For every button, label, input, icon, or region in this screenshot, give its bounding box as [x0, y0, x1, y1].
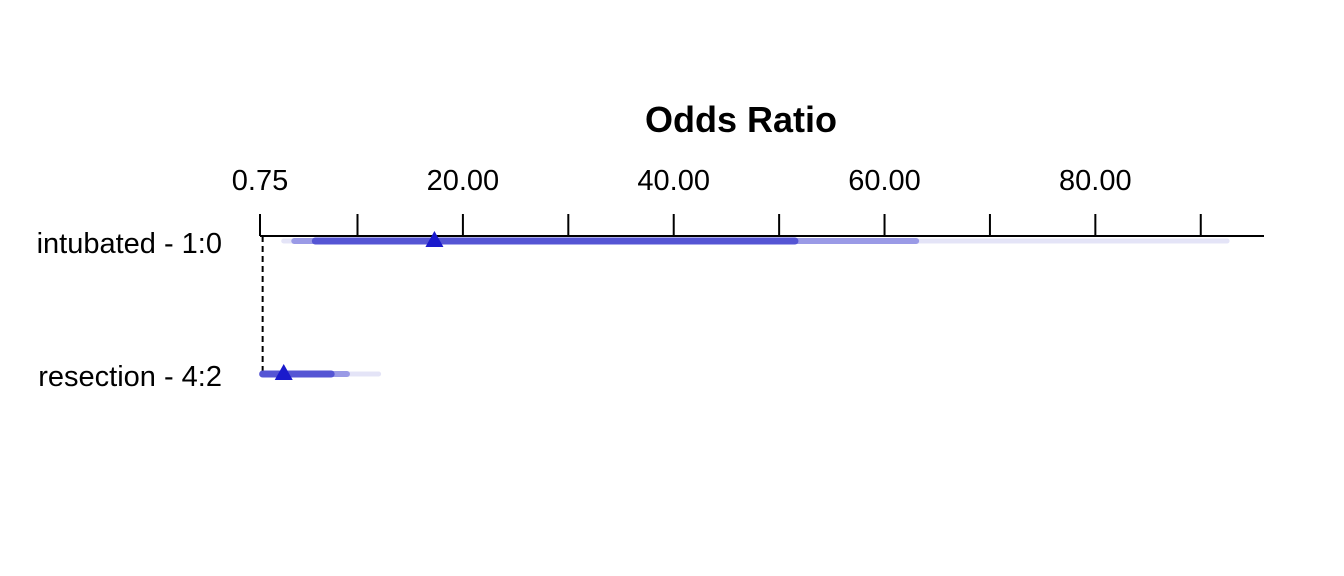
x-tick-label: 0.75	[232, 165, 288, 197]
x-tick-label: 80.00	[1059, 165, 1132, 197]
forest-row: resection - 4:2	[38, 361, 382, 393]
x-tick-label: 40.00	[637, 165, 710, 197]
point-estimate-marker	[274, 364, 293, 380]
row-label: resection - 4:2	[38, 361, 222, 393]
x-axis: 0.75 20.00 40.00 60.00 80.00	[232, 165, 1264, 237]
forest-row: intubated - 1:0	[37, 228, 1230, 260]
plot-rows: intubated - 1:0 resection - 4:2	[37, 228, 1230, 393]
x-tick-label: 60.00	[848, 165, 921, 197]
point-estimate-marker	[425, 231, 444, 247]
chart-title: Odds Ratio	[645, 99, 837, 140]
x-tick-label: 20.00	[427, 165, 500, 197]
row-label: intubated - 1:0	[37, 228, 222, 260]
